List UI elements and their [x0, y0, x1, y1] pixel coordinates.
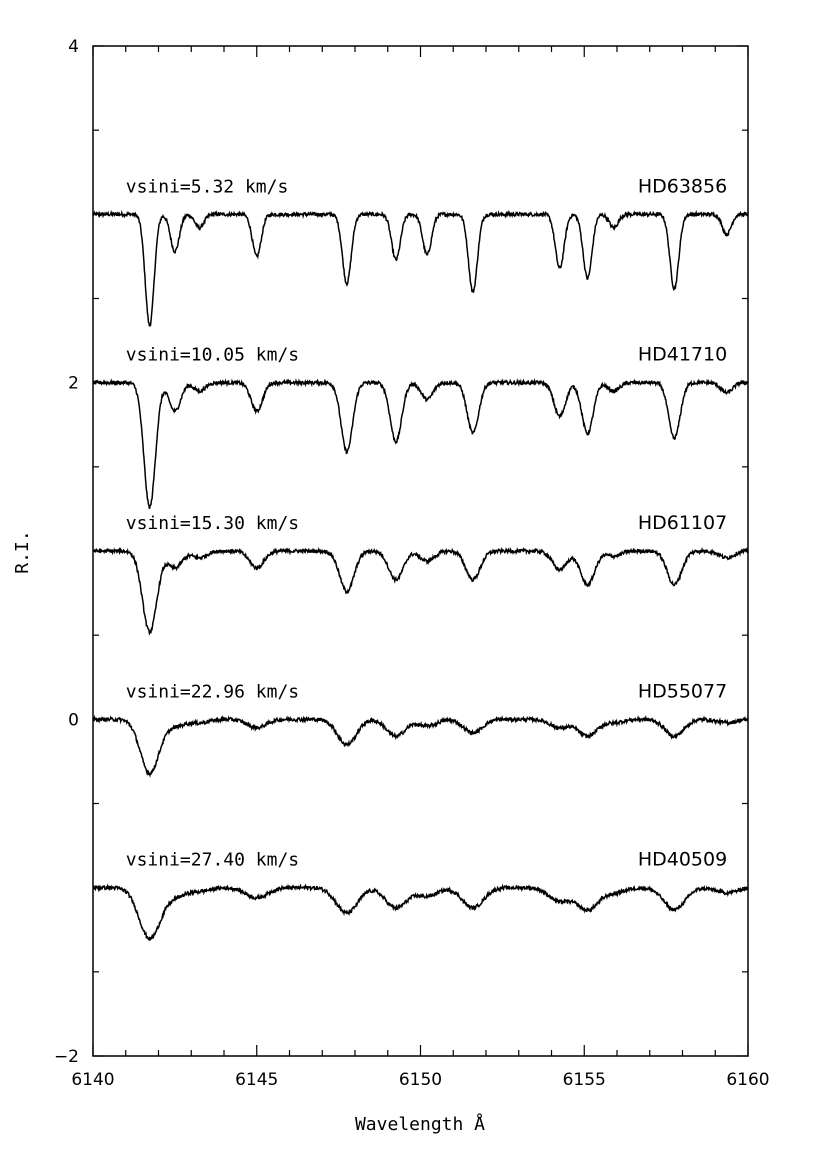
y-tick-label: 0	[68, 710, 79, 730]
star-label: HD55077	[638, 680, 727, 702]
spectra-lines	[92, 209, 749, 942]
y-tick-label: 2	[68, 374, 79, 394]
star-label: HD63856	[638, 175, 727, 197]
spectrum-line-hd55077	[92, 714, 749, 778]
x-tick-label: 6140	[71, 1070, 114, 1090]
spectrum-line-hd41710	[92, 377, 749, 510]
star-label: HD41710	[638, 344, 727, 366]
vsini-label: vsini=27.40 km/s	[126, 850, 299, 871]
vsini-label: vsini=5.32 km/s	[126, 176, 289, 197]
vsini-label: vsini=22.96 km/s	[126, 681, 299, 702]
star-label: HD61107	[638, 512, 727, 534]
y-axis-label: R.I.	[12, 530, 33, 573]
spectrum-annotations: vsini=5.32 km/s HD63856 vsini=10.05 km/s HD…	[126, 175, 727, 870]
star-label: HD40509	[638, 849, 727, 871]
vsini-label: vsini=15.30 km/s	[126, 513, 299, 534]
y-tick-label: 4	[68, 37, 79, 57]
x-axis-label: Wavelength Å	[355, 1113, 485, 1135]
spectrum-line-hd63856	[92, 209, 749, 327]
x-tick-label: 6150	[399, 1070, 442, 1090]
x-tick-label: 6160	[726, 1070, 769, 1090]
vsini-label: vsini=10.05 km/s	[126, 345, 299, 366]
spectrum-line-hd40509	[92, 883, 749, 942]
axis-tick-labels: 6140 6145 6150 6155 6160 −2 0 2 4	[54, 37, 770, 1090]
x-tick-label: 6155	[563, 1070, 606, 1090]
y-tick-label: −2	[54, 1047, 79, 1067]
spectrum-line-hd61107	[92, 546, 749, 636]
x-tick-label: 6145	[235, 1070, 278, 1090]
